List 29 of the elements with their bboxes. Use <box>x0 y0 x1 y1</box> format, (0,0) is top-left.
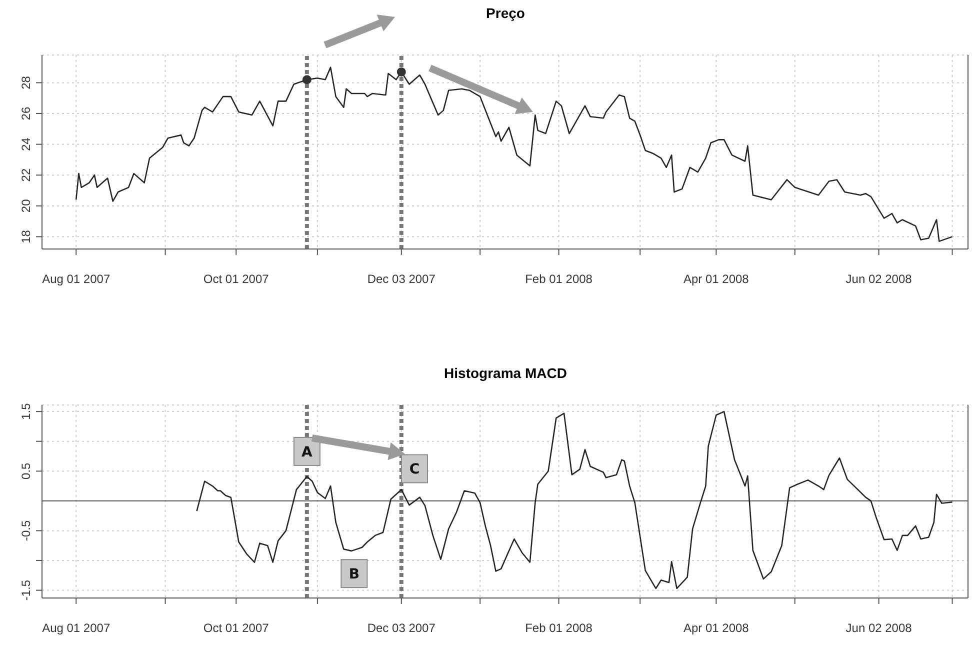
x-tick-label: Jun 02 2008 <box>846 272 912 286</box>
x-tick-label: Dec 03 2007 <box>367 621 436 635</box>
y-tick-label: 28 <box>19 76 33 90</box>
y-tick-label: 26 <box>19 106 33 120</box>
y-tick-label: 0.5 <box>19 462 33 480</box>
y-tick-label: 24 <box>19 137 33 151</box>
x-tick-label: Oct 01 2007 <box>203 272 270 286</box>
line-series <box>196 410 953 590</box>
x-tick-label: Apr 01 2008 <box>683 272 750 286</box>
annotation: A <box>302 444 313 460</box>
y-tick-label: 18 <box>19 230 33 244</box>
x-tick-label: Apr 01 2008 <box>683 621 750 635</box>
x-tick-label: Aug 01 2007 <box>42 621 110 635</box>
x-tick-label: Dec 03 2007 <box>367 272 436 286</box>
y-tick-label: -1.5 <box>19 580 33 601</box>
line-series <box>75 66 953 242</box>
y-tick-label: 20 <box>19 198 33 213</box>
chart-title: Preço <box>485 5 526 21</box>
x-tick-label: Feb 01 2008 <box>525 621 593 635</box>
y-tick-label: 1.5 <box>19 402 33 420</box>
x-tick-label: Jun 02 2008 <box>846 621 912 635</box>
annotation: C <box>409 462 420 478</box>
x-tick-label: Aug 01 2007 <box>42 272 110 286</box>
chart-title: Histograma MACD <box>443 365 568 381</box>
x-tick-label: Feb 01 2008 <box>525 272 593 286</box>
y-tick-label: 22 <box>19 168 33 182</box>
annotation: B <box>348 566 360 583</box>
x-tick-label: Oct 01 2007 <box>203 621 270 635</box>
y-tick-label: -0.5 <box>19 520 33 542</box>
